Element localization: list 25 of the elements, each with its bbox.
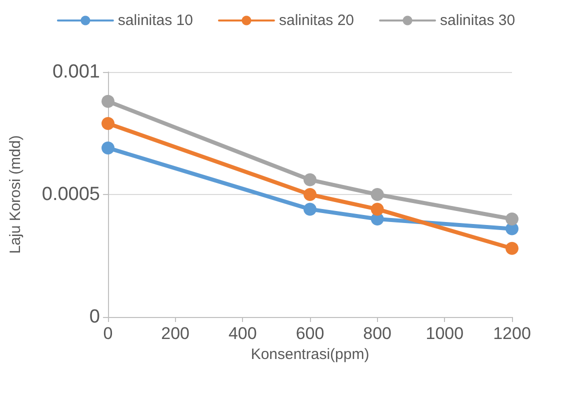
x-tick-label: 1000: [426, 324, 464, 343]
x-tick-label: 400: [228, 324, 257, 343]
y-tick-label: 0.0005: [42, 184, 100, 205]
x-axis-title: Konsentrasi(ppm): [250, 346, 370, 363]
legend-label: salinitas 20: [278, 12, 354, 29]
point: [506, 242, 518, 255]
point: [102, 116, 114, 130]
x-tick-label: 0: [103, 324, 113, 343]
x-tick-label: 800: [363, 324, 392, 343]
point: [370, 188, 384, 201]
point: [102, 94, 114, 108]
y-tick-label: 0: [89, 306, 100, 328]
legend-label: salinitas 30: [440, 12, 516, 29]
x-tick-label: 1200: [493, 324, 531, 343]
point: [102, 141, 114, 154]
point: [506, 212, 518, 226]
legend-label: salinitas 10: [118, 12, 193, 29]
x-tick-label: 600: [296, 324, 324, 343]
point: [304, 173, 316, 186]
point: [370, 202, 384, 216]
point: [304, 188, 316, 201]
y-tick-label: 0.001: [52, 62, 100, 82]
y-axis-title: Laju Korosi (mdd): [7, 135, 24, 254]
x-tick-label: 200: [161, 324, 190, 343]
point: [304, 202, 316, 216]
